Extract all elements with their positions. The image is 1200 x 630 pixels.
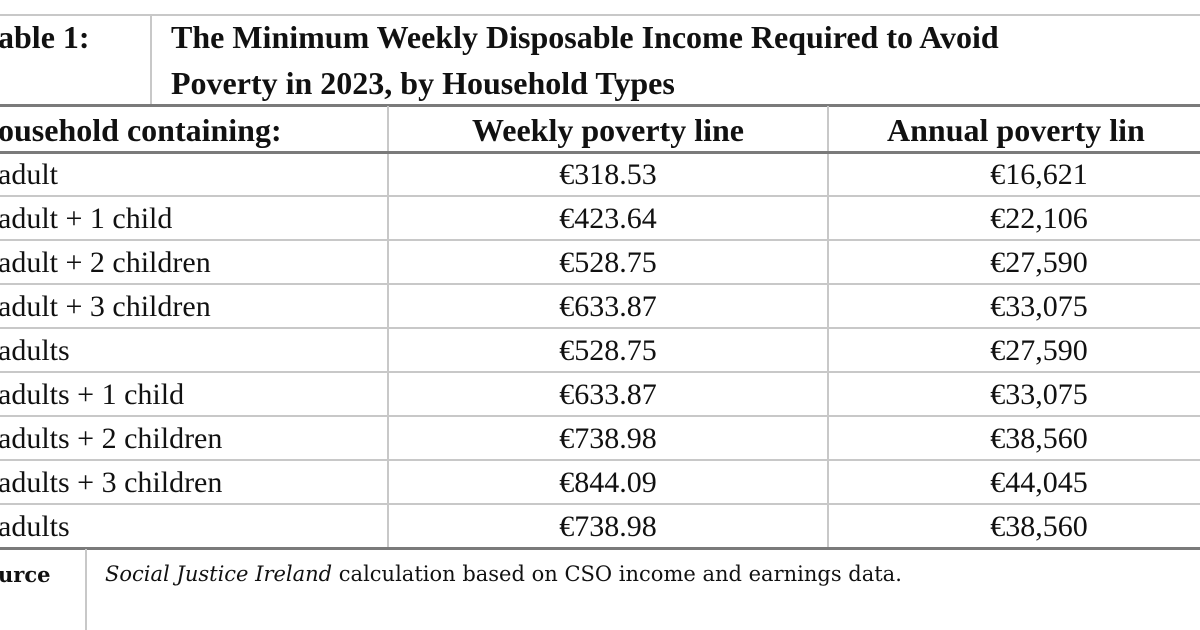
source-text: calculation based on CSO income and earn… [332,562,902,586]
divider [0,239,1200,241]
cell-household: adults + 1 child [0,378,185,411]
cell-weekly: €844.09 [559,466,657,499]
header-weekly: Weekly poverty line [472,112,744,148]
header-annual: Annual poverty lin [887,112,1145,148]
cell-weekly: €633.87 [559,378,657,411]
cell-annual: €27,590 [990,334,1088,367]
divider [0,371,1200,373]
cell-weekly: €318.53 [559,158,657,191]
cell-weekly: €633.87 [559,290,657,323]
divider [0,327,1200,329]
cell-household: adult + 1 child [0,202,173,235]
cell-annual: €33,075 [990,290,1088,323]
divider [0,195,1200,197]
divider [85,549,87,630]
source-label: urce [0,562,51,587]
cell-annual: €44,045 [990,466,1088,499]
cell-annual: €33,075 [990,378,1088,411]
divider [0,283,1200,285]
cell-household: adults + 3 children [0,466,223,499]
cell-weekly: €423.64 [559,202,657,235]
divider [0,104,1200,107]
divider [150,15,152,105]
divider [0,503,1200,505]
cell-annual: €16,621 [990,158,1088,191]
cell-household: adults [0,334,70,367]
cell-weekly: €528.75 [559,334,657,367]
cell-household: adults [0,510,70,543]
cell-weekly: €528.75 [559,246,657,279]
divider [0,547,1200,550]
cell-household: adults + 2 children [0,422,223,455]
cell-annual: €38,560 [990,510,1088,543]
cell-annual: €38,560 [990,422,1088,455]
source-organisation: Social Justice Ireland [105,562,333,586]
cell-household: adult + 3 children [0,290,211,323]
cell-annual: €22,106 [990,202,1088,235]
divider [0,459,1200,461]
divider [0,14,1200,16]
table-label: able 1: [0,19,90,55]
divider [0,151,1200,154]
header-household: ousehold containing: [0,112,282,148]
cell-weekly: €738.98 [559,422,657,455]
table-title-line1: The Minimum Weekly Disposable Income Req… [171,19,999,55]
cell-household: adult + 2 children [0,246,211,279]
cell-household: adult [0,158,58,191]
divider [0,415,1200,417]
source-note: Social Justice Ireland calculation based… [105,562,902,586]
cell-weekly: €738.98 [559,510,657,543]
table-title-line2: Poverty in 2023, by Household Types [171,65,675,101]
cell-annual: €27,590 [990,246,1088,279]
